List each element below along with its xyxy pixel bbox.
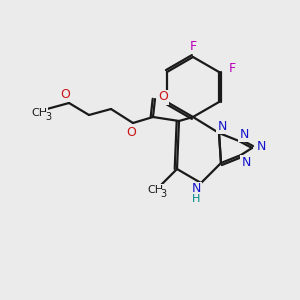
Text: O: O bbox=[60, 88, 70, 100]
Text: CH: CH bbox=[31, 108, 47, 118]
Text: O: O bbox=[126, 125, 136, 139]
Text: 3: 3 bbox=[160, 189, 166, 199]
Text: 3: 3 bbox=[45, 112, 51, 122]
Text: N: N bbox=[241, 155, 251, 169]
Text: N: N bbox=[191, 182, 201, 196]
Text: CH: CH bbox=[147, 185, 163, 195]
Text: F: F bbox=[227, 61, 235, 74]
Text: O: O bbox=[158, 91, 168, 103]
Text: F: F bbox=[189, 40, 197, 52]
Text: N: N bbox=[217, 119, 227, 133]
Text: N: N bbox=[239, 128, 249, 140]
Text: H: H bbox=[192, 194, 200, 204]
Text: F: F bbox=[188, 40, 195, 52]
Text: N: N bbox=[256, 140, 266, 154]
Text: F: F bbox=[228, 61, 236, 74]
